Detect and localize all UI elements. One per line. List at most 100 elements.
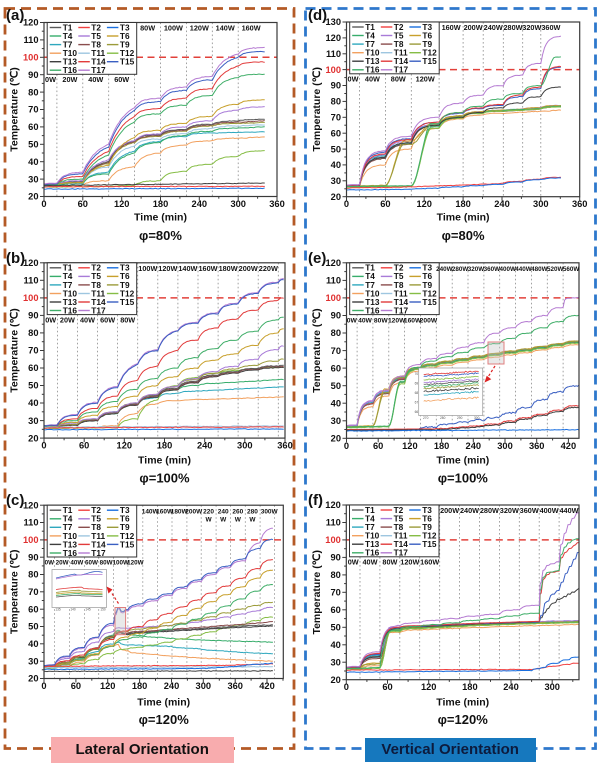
svg-text:0W: 0W [45, 560, 55, 567]
svg-text:220W: 220W [259, 264, 278, 273]
svg-text:T4: T4 [63, 271, 73, 281]
svg-text:120: 120 [325, 33, 341, 43]
svg-text:20: 20 [331, 434, 341, 444]
svg-text:100: 100 [23, 53, 39, 63]
svg-text:40W: 40W [362, 558, 377, 567]
svg-text:T7: T7 [365, 522, 375, 532]
svg-text:T1: T1 [365, 22, 375, 32]
svg-text:T16: T16 [63, 65, 78, 75]
svg-text:T10: T10 [63, 288, 78, 298]
svg-text:T1: T1 [63, 22, 73, 32]
svg-text:300: 300 [533, 199, 549, 209]
svg-text:T8: T8 [91, 280, 101, 290]
svg-text:110: 110 [326, 518, 341, 528]
svg-text:90: 90 [28, 70, 38, 80]
svg-text:520W: 520W [547, 266, 564, 273]
svg-text:360: 360 [529, 441, 545, 451]
svg-text:120: 120 [325, 500, 341, 510]
svg-text:240: 240 [164, 681, 180, 691]
svg-text:240W: 240W [484, 23, 503, 32]
svg-text:20: 20 [28, 192, 38, 202]
svg-text:T2: T2 [394, 505, 404, 515]
svg-text:150: 150 [100, 608, 106, 612]
svg-text:120: 120 [23, 18, 39, 28]
svg-text:70: 70 [28, 587, 38, 597]
svg-text:160W: 160W [404, 317, 422, 324]
svg-text:T7: T7 [365, 39, 375, 49]
svg-text:T9: T9 [422, 39, 432, 49]
svg-text:T14: T14 [394, 539, 409, 549]
svg-text:T9: T9 [422, 280, 432, 290]
svg-text:360W: 360W [541, 23, 560, 32]
svg-text:80: 80 [330, 570, 340, 580]
svg-text:90: 90 [331, 81, 341, 91]
svg-text:T5: T5 [394, 271, 404, 281]
svg-text:T2: T2 [91, 263, 101, 273]
svg-text:240: 240 [494, 199, 510, 209]
svg-text:φ=80%: φ=80% [442, 228, 485, 243]
svg-text:270: 270 [423, 416, 429, 420]
svg-text:T11: T11 [394, 531, 408, 541]
svg-text:110: 110 [326, 49, 341, 59]
svg-text:T16: T16 [365, 306, 380, 316]
svg-text:T13: T13 [63, 539, 78, 549]
svg-text:200W: 200W [464, 23, 483, 32]
svg-text:Time (min): Time (min) [436, 454, 489, 466]
svg-text:80W: 80W [100, 560, 113, 567]
svg-text:360W: 360W [484, 266, 501, 273]
svg-text:T4: T4 [63, 514, 73, 524]
svg-text:180: 180 [455, 199, 471, 209]
svg-text:T10: T10 [63, 48, 78, 58]
svg-text:T8: T8 [91, 522, 101, 532]
svg-text:T8: T8 [394, 280, 404, 290]
svg-text:T6: T6 [422, 30, 432, 40]
svg-text:0W: 0W [347, 317, 358, 324]
svg-text:T8: T8 [91, 40, 101, 50]
svg-text:T3: T3 [120, 263, 130, 273]
svg-text:70: 70 [28, 346, 38, 356]
svg-text:T16: T16 [63, 306, 78, 316]
svg-text:T3: T3 [422, 505, 432, 515]
svg-text:T12: T12 [120, 48, 135, 58]
svg-text:320W: 320W [468, 266, 485, 273]
svg-text:Time (min): Time (min) [436, 697, 489, 709]
svg-text:300: 300 [196, 681, 212, 691]
svg-text:(a): (a) [6, 7, 24, 24]
svg-text:Time (min): Time (min) [134, 212, 187, 224]
svg-text:T15: T15 [422, 539, 437, 549]
svg-text:120W: 120W [416, 75, 435, 84]
svg-text:240: 240 [192, 199, 208, 209]
svg-text:80: 80 [28, 328, 38, 338]
svg-text:70: 70 [331, 346, 341, 356]
svg-text:60: 60 [28, 604, 38, 614]
svg-text:100W: 100W [164, 24, 183, 33]
svg-text:240: 240 [218, 508, 229, 515]
svg-text:40W: 40W [365, 75, 380, 84]
svg-text:180: 180 [434, 441, 450, 451]
svg-text:T11: T11 [91, 288, 105, 298]
svg-text:T12: T12 [422, 48, 437, 58]
svg-text:100W: 100W [112, 560, 129, 567]
svg-text:0: 0 [41, 681, 46, 691]
svg-text:360: 360 [277, 441, 293, 451]
svg-text:240W: 240W [460, 506, 479, 515]
svg-text:100: 100 [325, 293, 341, 303]
svg-text:0: 0 [344, 682, 349, 692]
svg-text:60: 60 [28, 122, 38, 132]
svg-text:(e): (e) [308, 250, 326, 267]
svg-text:360: 360 [572, 199, 588, 209]
svg-text:80: 80 [28, 570, 38, 580]
svg-text:100: 100 [23, 535, 39, 545]
svg-text:20W: 20W [56, 560, 69, 567]
svg-text:T13: T13 [63, 297, 78, 307]
svg-text:T8: T8 [394, 522, 404, 532]
svg-text:60W: 60W [85, 560, 98, 567]
svg-text:0: 0 [41, 441, 46, 451]
svg-text:T10: T10 [63, 531, 78, 541]
svg-text:T17: T17 [394, 306, 409, 316]
svg-text:T7: T7 [365, 280, 375, 290]
svg-text:90: 90 [28, 311, 38, 321]
svg-text:T5: T5 [91, 271, 101, 281]
svg-text:T5: T5 [91, 31, 101, 41]
svg-text:300: 300 [544, 682, 560, 692]
